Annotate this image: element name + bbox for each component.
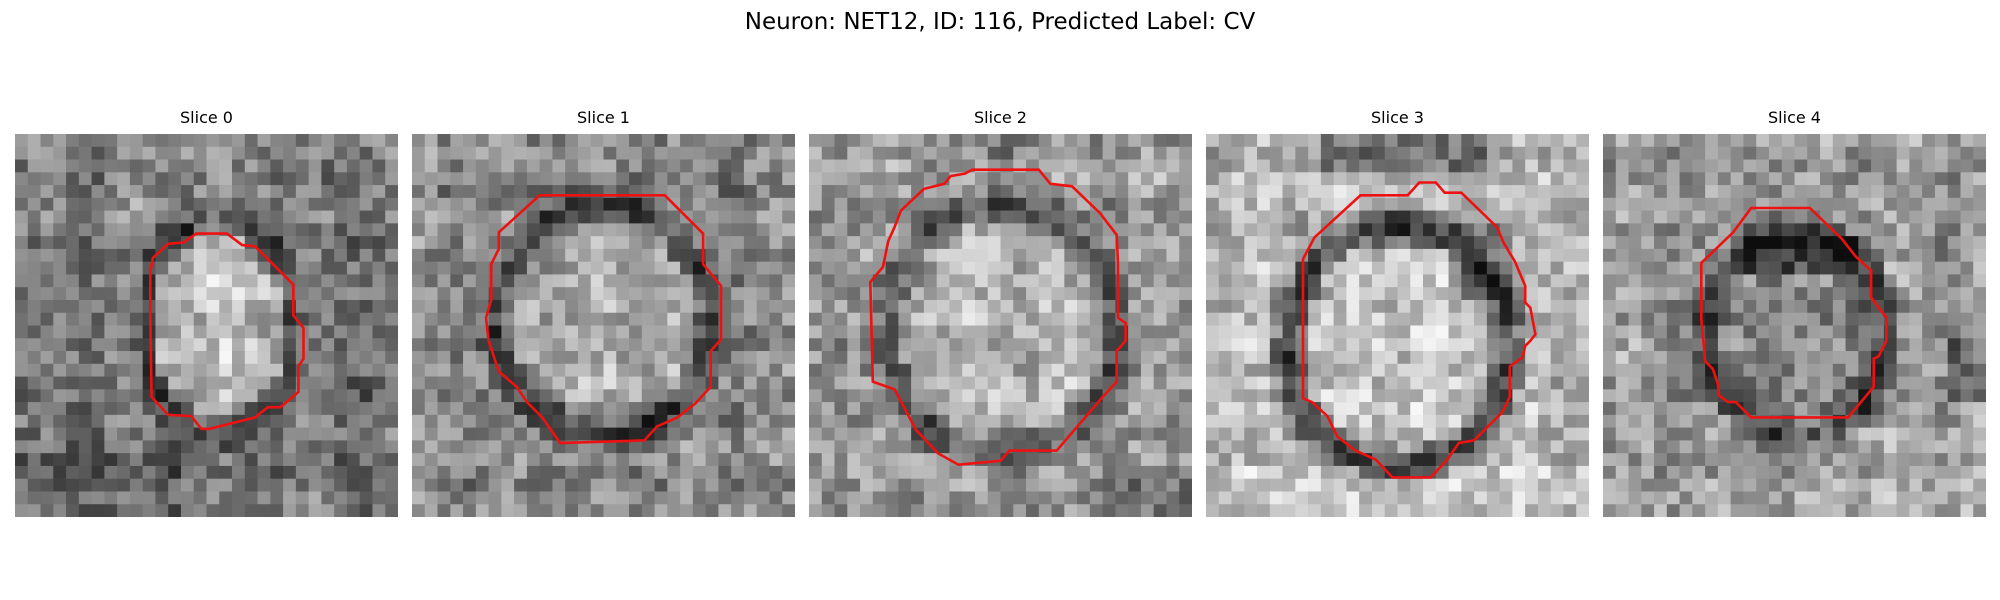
slice-title-4: Slice 4 bbox=[1768, 108, 1821, 127]
slice-title-1: Slice 1 bbox=[577, 108, 630, 127]
slice-title-2: Slice 2 bbox=[974, 108, 1027, 127]
figure-title: Neuron: NET12, ID: 116, Predicted Label:… bbox=[744, 9, 1256, 35]
cell-contour-2 bbox=[868, 168, 1127, 467]
cell-contour-3 bbox=[1301, 181, 1537, 479]
slice-title-3: Slice 3 bbox=[1371, 108, 1424, 127]
slice-image-2 bbox=[809, 134, 1192, 517]
slice-image-3 bbox=[1206, 134, 1589, 517]
slice-image-4 bbox=[1603, 134, 1986, 517]
cell-contour-0 bbox=[149, 232, 305, 431]
slice-image-0 bbox=[15, 134, 398, 517]
slice-panel-4: Slice 4 bbox=[1603, 108, 1986, 518]
cell-contour-1 bbox=[484, 193, 723, 445]
slice-panel-2: Slice 2 bbox=[809, 108, 1192, 518]
slice-title-0: Slice 0 bbox=[180, 108, 233, 127]
slice-panel-3: Slice 3 bbox=[1206, 108, 1589, 518]
cell-contour-4 bbox=[1700, 206, 1888, 419]
slice-panel-1: Slice 1 bbox=[412, 108, 795, 518]
slice-image-1 bbox=[412, 134, 795, 517]
slice-panel-0: Slice 0 bbox=[15, 108, 398, 518]
